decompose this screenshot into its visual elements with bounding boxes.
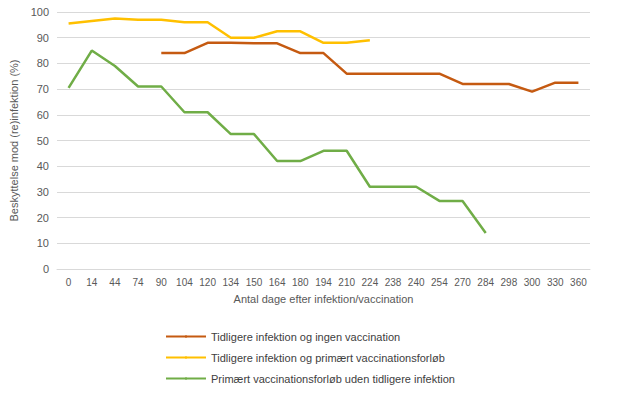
svg-text:60: 60 <box>37 109 49 121</box>
svg-text:120: 120 <box>199 277 216 288</box>
svg-text:104: 104 <box>176 277 193 288</box>
svg-text:90: 90 <box>37 32 49 44</box>
svg-text:44: 44 <box>109 277 121 288</box>
svg-text:238: 238 <box>385 277 402 288</box>
svg-text:270: 270 <box>454 277 471 288</box>
svg-text:164: 164 <box>269 277 286 288</box>
svg-text:300: 300 <box>524 277 541 288</box>
svg-text:90: 90 <box>156 277 168 288</box>
svg-text:330: 330 <box>547 277 564 288</box>
svg-text:240: 240 <box>408 277 425 288</box>
svg-text:Antal dage efter infektion/vac: Antal dage efter infektion/vaccination <box>234 293 414 305</box>
svg-text:70: 70 <box>37 83 49 95</box>
svg-text:50: 50 <box>37 135 49 147</box>
svg-text:80: 80 <box>37 57 49 69</box>
svg-text:10: 10 <box>37 237 49 249</box>
svg-text:40: 40 <box>37 160 49 172</box>
svg-text:20: 20 <box>37 212 49 224</box>
svg-text:Primært vaccinationsforløb ude: Primært vaccinationsforløb uden tidliger… <box>211 373 455 385</box>
svg-text:180: 180 <box>292 277 309 288</box>
svg-text:194: 194 <box>315 277 332 288</box>
svg-text:30: 30 <box>37 186 49 198</box>
svg-text:298: 298 <box>501 277 518 288</box>
svg-text:150: 150 <box>246 277 263 288</box>
svg-text:0: 0 <box>66 277 72 288</box>
svg-text:254: 254 <box>431 277 448 288</box>
svg-text:14: 14 <box>86 277 98 288</box>
svg-text:Beskyttelse mod (re)infektion: Beskyttelse mod (re)infektion (%) <box>8 60 20 222</box>
svg-text:Tidligere infektion og ingen v: Tidligere infektion og ingen vaccination <box>211 331 400 343</box>
svg-text:Tidligere infektion og primært: Tidligere infektion og primært vaccinati… <box>211 352 445 364</box>
svg-text:100: 100 <box>31 6 49 18</box>
svg-text:224: 224 <box>362 277 379 288</box>
svg-text:74: 74 <box>133 277 145 288</box>
svg-text:360: 360 <box>570 277 587 288</box>
svg-text:284: 284 <box>477 277 494 288</box>
svg-text:210: 210 <box>338 277 355 288</box>
svg-text:0: 0 <box>43 263 49 275</box>
svg-text:134: 134 <box>222 277 239 288</box>
